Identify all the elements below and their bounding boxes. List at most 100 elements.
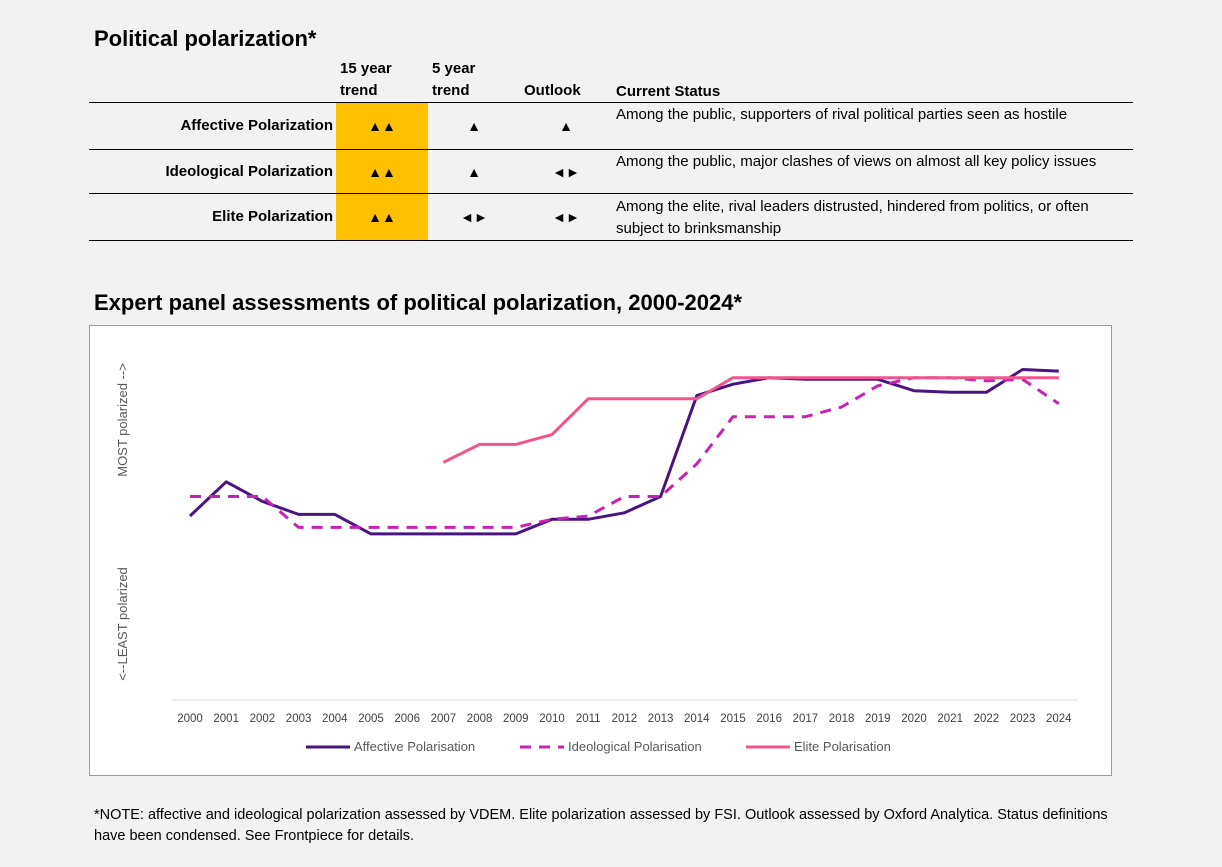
series-1 (188, 368, 1060, 536)
data-point (478, 532, 481, 535)
data-point (659, 495, 662, 498)
legend: Affective Polarisation Ideological Polari… (306, 739, 891, 754)
x-tick-label: 2008 (467, 713, 493, 725)
data-point (695, 462, 698, 465)
affective-outlook-arrow: ▲ (559, 118, 573, 134)
data-point (732, 383, 735, 386)
trend15-highlight-column (336, 102, 428, 240)
data-point (225, 495, 228, 498)
data-point (985, 391, 988, 394)
elite-trend5-arrow: ◄► (460, 209, 488, 225)
x-tick-label: 2023 (1010, 713, 1036, 725)
data-point (695, 397, 698, 400)
x-tick-label: 2024 (1046, 713, 1072, 725)
x-tick-label: 2012 (612, 713, 638, 725)
data-point (442, 532, 445, 535)
series-3 (442, 376, 1060, 464)
data-point (985, 376, 988, 379)
series-line (188, 368, 1059, 536)
data-point (623, 397, 626, 400)
line-chart: 2000 2001 2002 2003 2004 2005 2006 2007 2008 2009… (115, 363, 1078, 754)
data-point (442, 461, 445, 464)
data-point (913, 389, 916, 392)
table-rule (89, 193, 1133, 194)
legend-item: Ideological Polarisation (520, 739, 702, 754)
x-tick-label: 2018 (829, 713, 855, 725)
data-point (1057, 402, 1060, 405)
x-tick-label: 2017 (793, 713, 819, 725)
x-tick-label: 2016 (756, 713, 782, 725)
ideological-outlook-arrow: ◄► (552, 164, 580, 180)
x-tick-label: 2001 (213, 713, 239, 725)
x-tick-label: 2006 (394, 713, 420, 725)
x-tick-label: 2002 (250, 713, 276, 725)
x-tick-label: 2020 (901, 713, 927, 725)
legend-label: Elite Polarisation (794, 739, 891, 754)
data-point (587, 397, 590, 400)
header-current-status: Current Status (616, 83, 721, 100)
data-point (514, 532, 517, 535)
data-point (876, 376, 879, 379)
footnote: *NOTE: affective and ideological polariz… (94, 807, 1108, 844)
table-rule (89, 149, 1133, 150)
header-5yr-trend: 5 year trend (432, 58, 475, 102)
x-tick-label: 2003 (286, 713, 312, 725)
data-point (1021, 368, 1024, 371)
data-point (297, 513, 300, 516)
legend-label: Affective Polarisation (354, 739, 475, 754)
data-point (949, 376, 952, 379)
header-15yr-trend: 15 year trend (340, 58, 392, 102)
data-point (189, 495, 192, 498)
data-point (478, 443, 481, 446)
header-5yr-line1: 5 year (432, 60, 476, 77)
data-point (732, 415, 735, 418)
row-label-elite: Elite Polarization (212, 208, 333, 225)
header-5yr-line2: trend (432, 82, 470, 99)
data-point (189, 515, 192, 518)
table-rule (89, 240, 1133, 241)
data-point (551, 433, 554, 436)
chart-area: 2000 2001 2002 2003 2004 2005 2006 2007 2008 2009… (89, 325, 1112, 776)
header-outlook: Outlook (524, 82, 581, 99)
x-tick-label: 2014 (684, 713, 710, 725)
data-point (261, 495, 264, 498)
data-point (297, 526, 300, 529)
data-point (659, 397, 662, 400)
data-point (985, 379, 988, 382)
data-point (551, 518, 554, 521)
y-axis-label-top: MOST polarized --> (115, 363, 130, 477)
data-point (804, 415, 807, 418)
data-point (623, 511, 626, 514)
data-point (261, 500, 264, 503)
elite-status: Among the elite, rival leaders distruste… (616, 198, 1089, 237)
x-tick-label: 2021 (937, 713, 963, 725)
chart-title: Expert panel assessments of political po… (94, 290, 743, 315)
header-15yr-line2: trend (340, 82, 378, 99)
data-point (514, 443, 517, 446)
data-point (840, 376, 843, 379)
data-point (478, 526, 481, 529)
data-point (514, 526, 517, 529)
row-label-affective: Affective Polarization (180, 117, 333, 134)
data-point (1057, 370, 1060, 373)
affective-trend15-arrows: ▲▲ (368, 118, 396, 134)
data-point (333, 513, 336, 516)
x-tick-label: 2005 (358, 713, 384, 725)
data-point (406, 526, 409, 529)
data-point (406, 532, 409, 535)
data-point (1057, 376, 1060, 379)
data-point (587, 515, 590, 518)
table-rule (89, 102, 1133, 103)
elite-trend15-arrows: ▲▲ (368, 209, 396, 225)
x-tick-label: 2010 (539, 713, 565, 725)
affective-trend5-arrow: ▲ (467, 118, 481, 134)
data-point (370, 526, 373, 529)
x-tick-labels: 2000 2001 2002 2003 2004 2005 2006 2007 2008 2009… (177, 713, 1072, 725)
data-point (949, 391, 952, 394)
legend-item: Affective Polarisation (306, 739, 475, 754)
header-15yr-line1: 15 year (340, 60, 392, 77)
x-tick-label: 2009 (503, 713, 529, 725)
page-title: Political polarization* (94, 26, 317, 51)
data-point (876, 384, 879, 387)
data-point (768, 415, 771, 418)
